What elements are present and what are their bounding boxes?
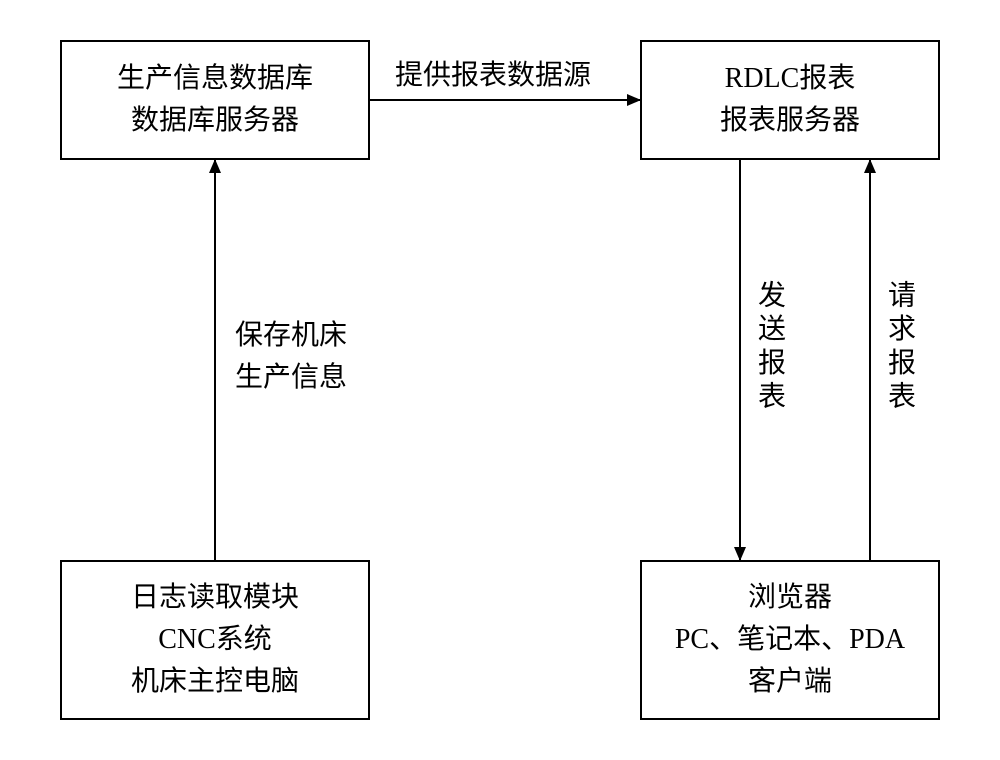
diagram-canvas: 生产信息数据库 数据库服务器 RDLC报表 报表服务器 日志读取模块 CNC系统… xyxy=(0,0,1000,760)
node-text: PC、笔记本、PDA xyxy=(675,619,905,661)
node-db-server: 生产信息数据库 数据库服务器 xyxy=(60,40,370,160)
node-text: 报表服务器 xyxy=(720,100,860,142)
label-line: 生产信息 xyxy=(235,357,347,399)
node-text: 客户端 xyxy=(748,661,832,703)
node-text: 数据库服务器 xyxy=(131,100,299,142)
node-cnc: 日志读取模块 CNC系统 机床主控电脑 xyxy=(60,560,370,720)
node-text: 生产信息数据库 xyxy=(117,58,313,100)
label-send-report: 发送报表 xyxy=(755,280,783,414)
label-cnc-to-db: 保存机床 生产信息 xyxy=(235,315,347,399)
node-text: 机床主控电脑 xyxy=(131,661,299,703)
node-text: CNC系统 xyxy=(158,619,272,661)
node-report-server: RDLC报表 报表服务器 xyxy=(640,40,940,160)
node-text: RDLC报表 xyxy=(725,58,856,100)
label-request-report: 请求报表 xyxy=(885,280,913,414)
node-text: 日志读取模块 xyxy=(131,577,299,619)
node-client: 浏览器 PC、笔记本、PDA 客户端 xyxy=(640,560,940,720)
node-text: 浏览器 xyxy=(748,577,832,619)
label-line: 保存机床 xyxy=(235,315,347,357)
label-db-to-report: 提供报表数据源 xyxy=(395,55,591,97)
